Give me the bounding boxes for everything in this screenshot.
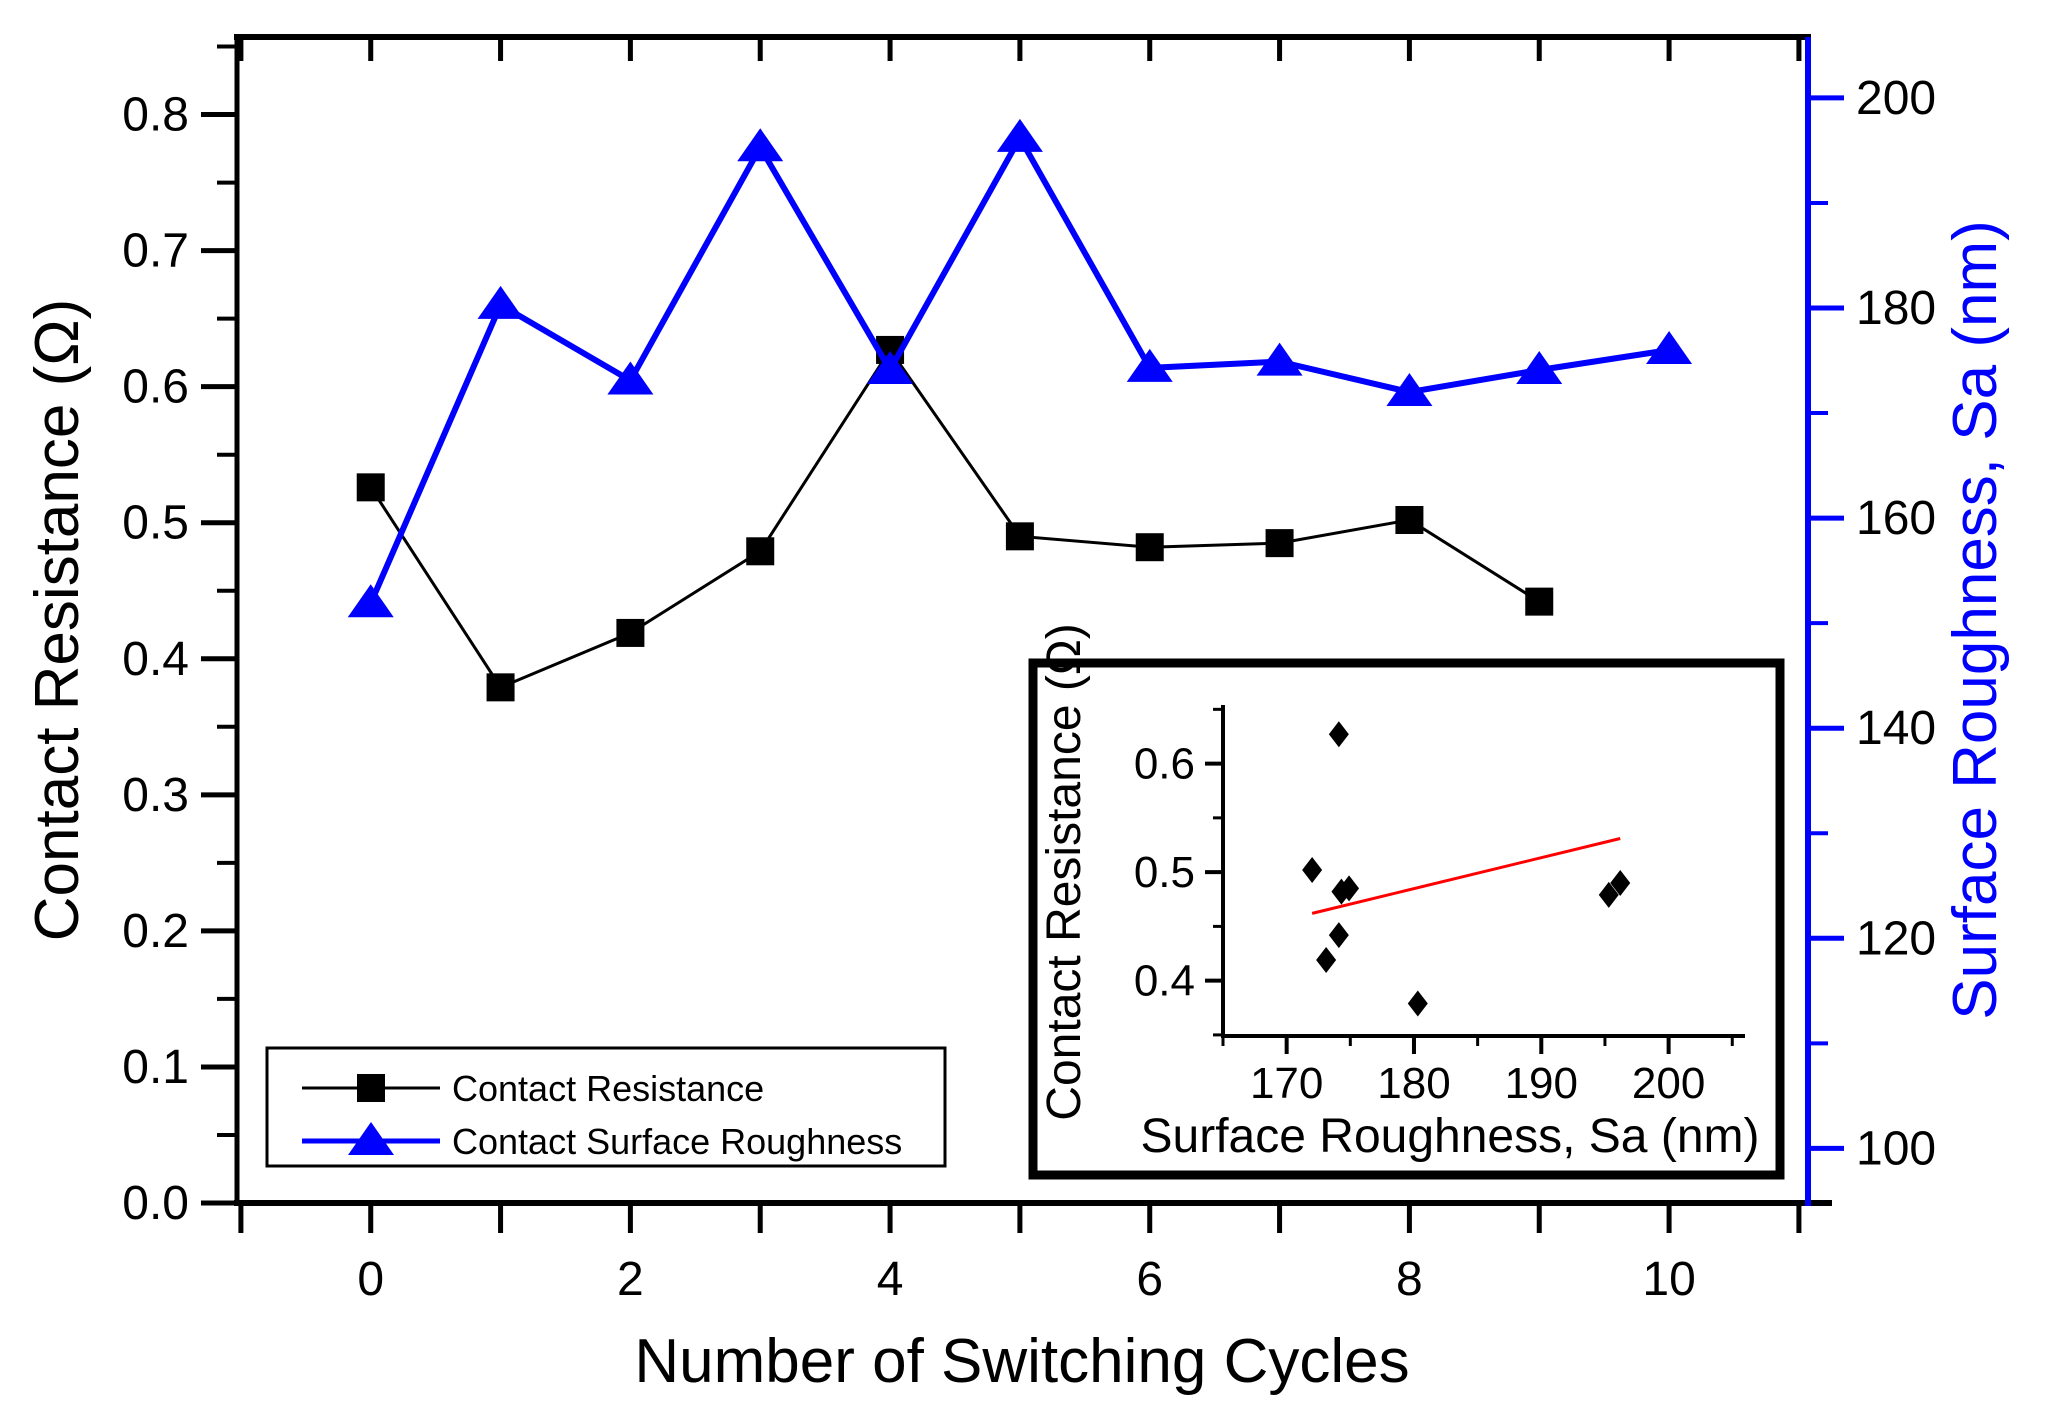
resistance-point bbox=[1005, 522, 1034, 551]
y-left-tick-label: 0.7 bbox=[122, 225, 189, 278]
inset-y-axis-title: Contact Resistance (Ω) bbox=[1038, 623, 1091, 1120]
inset-point bbox=[1328, 922, 1349, 949]
legend-box bbox=[265, 1046, 947, 1168]
roughness-point bbox=[1386, 373, 1433, 407]
y-right-tick-label: 120 bbox=[1856, 912, 1936, 965]
inset-x-axis-title: Surface Roughness, Sa (nm) bbox=[1141, 1110, 1760, 1163]
x-tick-label: 8 bbox=[1396, 1253, 1423, 1306]
y-right-tick-label: 180 bbox=[1856, 282, 1936, 335]
legend-label-resistance: Contact Resistance bbox=[452, 1068, 764, 1109]
inset-scatter-plot: 170 180 190 200 0.4 0.5 0.6 bbox=[1028, 658, 1785, 1180]
inset-point bbox=[1598, 881, 1619, 908]
y-left-tick-label: 0.3 bbox=[122, 769, 189, 822]
y-right-tick-label: 160 bbox=[1856, 492, 1936, 545]
inset-point bbox=[1302, 856, 1323, 883]
inset-frame bbox=[1028, 658, 1785, 1180]
roughness-point bbox=[867, 350, 914, 384]
roughness-point bbox=[477, 285, 524, 319]
legend-marker-triangle bbox=[348, 1122, 394, 1155]
x-tick-label: 4 bbox=[877, 1253, 904, 1306]
y-right-tick-label: 140 bbox=[1856, 702, 1936, 755]
resistance-point bbox=[616, 618, 645, 647]
y-left-tick-label: 0.5 bbox=[122, 497, 189, 550]
resistance-point bbox=[746, 537, 775, 566]
right-axis-title: Surface Roughness, Sa (nm) bbox=[1941, 220, 2010, 1020]
inset-y-tick-label: 0.5 bbox=[1134, 848, 1195, 897]
roughness-point bbox=[1646, 331, 1693, 365]
resistance-point bbox=[1525, 587, 1554, 616]
left-axis-title: Contact Resistance (Ω) bbox=[23, 299, 92, 941]
roughness-point bbox=[1256, 342, 1303, 376]
inset-point bbox=[1407, 990, 1428, 1017]
roughness-point bbox=[996, 118, 1043, 152]
x-axis-title: Number of Switching Cycles bbox=[634, 1327, 1409, 1396]
y-left-tick-label: 0.0 bbox=[122, 1177, 189, 1230]
inset-point bbox=[1316, 947, 1337, 974]
legend-marker-square bbox=[357, 1074, 385, 1102]
resistance-point bbox=[486, 673, 515, 702]
inset-point bbox=[1328, 721, 1349, 748]
inset-x-tick-label: 170 bbox=[1250, 1059, 1323, 1108]
roughness-point bbox=[347, 584, 394, 618]
y-right-tick-label: 100 bbox=[1856, 1122, 1936, 1175]
resistance-point bbox=[1135, 533, 1164, 562]
x-tick-label: 6 bbox=[1136, 1253, 1163, 1306]
resistance-point bbox=[356, 473, 385, 502]
inset-y-tick-label: 0.6 bbox=[1134, 740, 1195, 789]
x-tick-label: 0 bbox=[357, 1253, 384, 1306]
main-plot-area: 0 2 4 6 8 10 0.0 0.1 0.2 0.3 0.4 0.5 0.6 0.7 0.8 100 120… bbox=[122, 34, 1936, 1306]
resistance-line bbox=[369, 347, 1541, 690]
inset-x-tick-label: 180 bbox=[1377, 1059, 1450, 1108]
inset-point bbox=[1339, 875, 1360, 902]
y-left-tick-label: 0.1 bbox=[122, 1041, 189, 1094]
resistance-point bbox=[1395, 505, 1424, 534]
roughness-point bbox=[1126, 348, 1173, 382]
inset-fit-line bbox=[1311, 837, 1621, 915]
y-left-tick-label: 0.2 bbox=[122, 905, 189, 958]
inset-x-tick-label: 200 bbox=[1632, 1059, 1705, 1108]
roughness-point bbox=[1516, 350, 1563, 384]
y-left-tick-label: 0.4 bbox=[122, 633, 189, 686]
roughness-point bbox=[607, 361, 654, 395]
inset-x-tick-label: 190 bbox=[1505, 1059, 1578, 1108]
inset-y-tick-label: 0.4 bbox=[1134, 957, 1195, 1006]
y-left-tick-label: 0.6 bbox=[122, 361, 189, 414]
y-left-tick-label: 0.8 bbox=[122, 89, 189, 142]
x-tick-label: 10 bbox=[1642, 1253, 1695, 1306]
x-tick-label: 2 bbox=[617, 1253, 644, 1306]
resistance-point bbox=[1265, 529, 1294, 558]
inset-point bbox=[1610, 869, 1631, 896]
roughness-point bbox=[737, 128, 784, 162]
legend-label-roughness: Contact Surface Roughness bbox=[452, 1121, 902, 1162]
y-right-tick-label: 200 bbox=[1856, 72, 1936, 125]
